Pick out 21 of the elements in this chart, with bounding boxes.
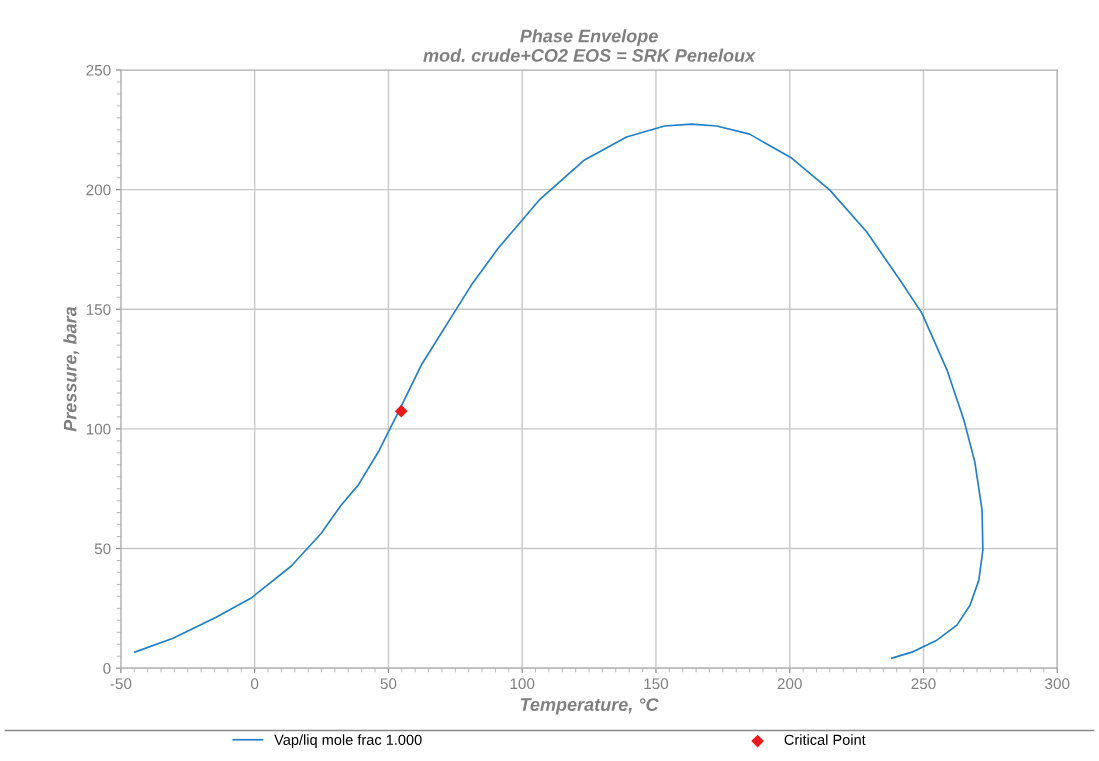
x-tick-label: 100 (510, 678, 535, 690)
x-tick-label: 0 (251, 678, 259, 690)
x-tick-label: 200 (777, 678, 802, 690)
x-axis-title: Temperature, °C (520, 698, 659, 715)
x-tick-label: 300 (1045, 678, 1070, 690)
chart-title: Phase Envelope (520, 29, 658, 46)
y-tick-label: 250 (86, 64, 111, 76)
legend-label: Vap/liq mole frac 1.000 (274, 734, 422, 748)
x-tick-label: 250 (911, 678, 936, 690)
y-tick-label: 100 (86, 423, 111, 435)
y-tick-label: 0 (103, 663, 111, 674)
x-tick-label: -50 (110, 678, 132, 690)
x-tick-label: 150 (644, 678, 669, 690)
line-series (133, 123, 984, 659)
y-tick-label: 200 (86, 184, 111, 196)
legend-label: Critical Point (784, 734, 866, 745)
y-axis-title: Pressure, bara (63, 306, 80, 432)
chart-subtitle: mod. crude+CO2 EOS = SRK Peneloux (423, 48, 756, 62)
x-tick-label: 50 (380, 678, 397, 690)
y-tick-label: 50 (94, 543, 111, 555)
y-tick-label: 150 (86, 304, 111, 315)
